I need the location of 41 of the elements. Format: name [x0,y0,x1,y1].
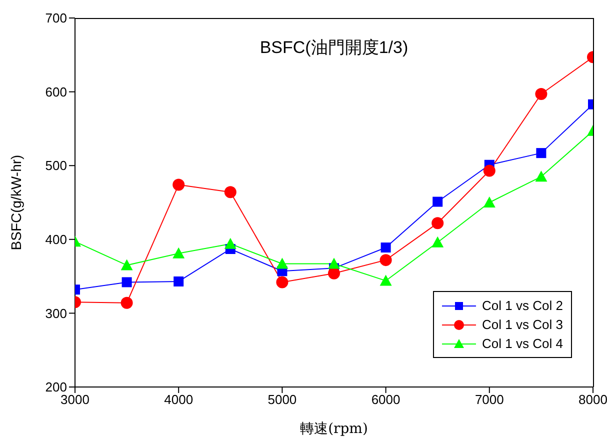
legend-label: Col 1 vs Col 4 [482,336,563,351]
point [432,236,444,248]
x-tick-label: 7000 [474,392,504,408]
point [380,254,392,266]
point [432,217,444,230]
point [328,258,340,269]
y-tick-label: 600 [45,84,67,100]
y-tick-label: 700 [45,10,67,26]
point [276,276,288,288]
point [224,238,236,249]
x-axis-title: 轉速(rpm) [300,421,368,437]
point [276,258,288,269]
point [172,178,185,191]
point [536,148,546,158]
y-axis-title: BSFC(g/kW-hr) [8,154,24,250]
point [172,247,185,258]
point [432,196,443,207]
text: BSFC(油門開度1/3) [258,37,410,59]
x-tick-label: 5000 [268,392,297,408]
y-tick-label: 300 [45,306,67,321]
x-tick-label: 4000 [164,392,194,408]
legend-label: Col 1 vs Col 2 [482,298,563,313]
point [328,267,340,280]
x-tick-label: 6000 [371,392,400,408]
point [174,276,184,286]
x-tick-label: 3000 [60,392,90,408]
y-tick-label: 400 [45,232,67,248]
point [224,186,236,198]
point [483,196,496,208]
point [380,274,392,286]
legend-label: Col 1 vs Col 3 [482,317,563,332]
point [120,259,133,270]
point [380,242,391,253]
y-tick-label: 200 [45,380,67,395]
point [535,170,548,182]
point [535,88,548,100]
x-tick-label: 8000 [578,392,607,408]
point [122,277,132,288]
point [120,296,133,309]
y-tick-label: 500 [45,158,67,174]
point [483,164,496,177]
